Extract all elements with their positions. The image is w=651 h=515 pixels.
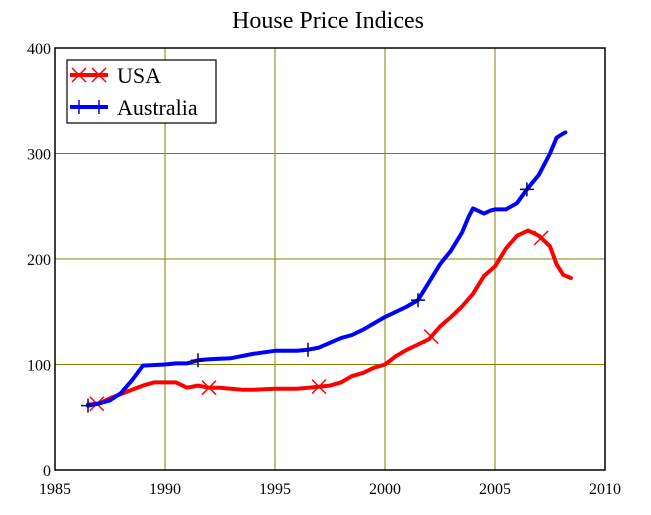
x-tick-label: 1990 bbox=[149, 481, 181, 498]
y-tick-label: 0 bbox=[43, 463, 51, 480]
data-marker-australia bbox=[81, 398, 95, 413]
y-tick-label: 200 bbox=[27, 252, 51, 269]
y-tick-label: 400 bbox=[27, 41, 51, 58]
series-australia bbox=[81, 130, 568, 413]
x-tick-label: 1995 bbox=[259, 481, 291, 498]
legend: USA Australia bbox=[66, 59, 217, 124]
legend-marker-australia bbox=[92, 100, 106, 114]
legend-marker-usa bbox=[71, 67, 87, 83]
data-marker-australia bbox=[519, 182, 534, 197]
x-tick-label: 2005 bbox=[479, 481, 511, 498]
data-marker-usa bbox=[533, 230, 549, 246]
series-line-usa bbox=[86, 228, 573, 407]
data-marker-australia bbox=[411, 293, 425, 308]
y-tick-label: 300 bbox=[27, 147, 51, 164]
x-tick-label: 2000 bbox=[369, 481, 401, 498]
legend-marker-australia bbox=[72, 100, 86, 114]
data-marker-australia bbox=[301, 342, 315, 357]
legend-box bbox=[66, 59, 217, 124]
plot-frame bbox=[54, 47, 606, 471]
data-marker-australia bbox=[191, 353, 205, 368]
data-marker-usa bbox=[311, 379, 327, 395]
data-marker-usa bbox=[423, 329, 439, 345]
chart-title: House Price Indices bbox=[232, 8, 424, 34]
series-line-australia bbox=[86, 130, 568, 408]
legend-label-usa: USA bbox=[117, 63, 161, 88]
axes: 1985 1990 1995 2000 2005 2010 0 100 200 300 400 bbox=[27, 41, 621, 498]
legend-marker-usa bbox=[91, 67, 107, 83]
y-tick-label: 100 bbox=[27, 358, 51, 375]
x-tick-label: 2010 bbox=[589, 481, 621, 498]
data-marker-usa bbox=[201, 380, 217, 396]
legend-label-australia: Australia bbox=[117, 95, 198, 120]
series-lines bbox=[81, 130, 573, 413]
series-usa bbox=[86, 228, 573, 412]
x-tick-label: 1985 bbox=[39, 481, 71, 498]
